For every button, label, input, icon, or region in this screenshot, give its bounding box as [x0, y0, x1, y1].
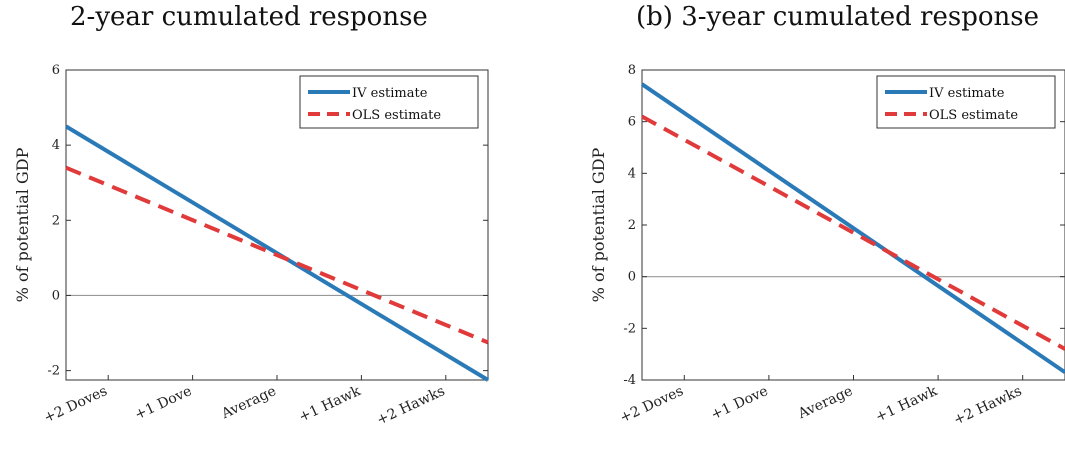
right-xtick-label: +1 Hawk [873, 383, 940, 426]
left-ytick-label: 2 [52, 213, 60, 228]
chart-title-left: 2-year cumulated response [70, 2, 428, 32]
left-xtick-label: +2 Doves [41, 383, 110, 426]
right-ytick-label: -4 [623, 373, 636, 388]
left-xtick-label: Average [218, 383, 278, 422]
right-ytick-label: 0 [628, 270, 636, 285]
left-xtick-label: +2 Hawks [374, 383, 447, 428]
right-ytick-label: 4 [628, 166, 636, 181]
right-xtick-label: +2 Doves [617, 383, 686, 426]
right-series-iv-line [640, 82, 1065, 374]
left-ytick-label: 0 [52, 288, 60, 303]
right-legend-box [876, 75, 1056, 129]
right-xtick-label: +2 Hawks [951, 383, 1024, 428]
right-series-ols-line [641, 114, 1065, 351]
left-legend-label-ols: OLS estimate [352, 108, 441, 123]
left-legend-box [299, 75, 479, 129]
right-legend-label-ols: OLS estimate [929, 108, 1018, 123]
right-legend-label-iv: IV estimate [929, 86, 1005, 101]
right-xtick-label: Average [795, 383, 855, 422]
left-xtick-label: +1 Dove [132, 383, 194, 423]
left-ytick-label: -2 [47, 364, 60, 379]
left-ytick-label: 6 [52, 63, 60, 78]
right-y-axis-label: % of potential GDP [589, 147, 608, 302]
chart-title-right: (b) 3-year cumulated response [636, 2, 1039, 32]
left-xtick-label: +1 Hawk [296, 383, 363, 426]
right-ytick-label: 2 [628, 218, 636, 233]
left-ytick-label: 4 [52, 138, 60, 153]
right-xtick-label: +1 Dove [709, 383, 771, 423]
left-y-axis-label: % of potential GDP [13, 147, 32, 302]
right-ytick-label: 6 [628, 115, 636, 130]
left-series-ols-line [65, 165, 489, 345]
left-legend-label-iv: IV estimate [352, 86, 428, 101]
right-ytick-label: 8 [628, 63, 636, 78]
right-ytick-label: -2 [623, 321, 636, 336]
